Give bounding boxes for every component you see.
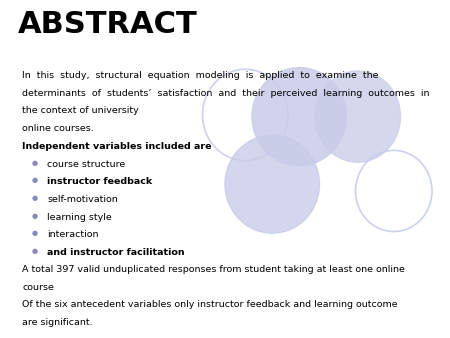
- Text: instructor feedback: instructor feedback: [47, 177, 153, 187]
- Text: the context of university: the context of university: [22, 106, 139, 115]
- Text: Independent variables included are: Independent variables included are: [22, 142, 212, 151]
- Text: A total 397 valid unduplicated responses from student taking at least one online: A total 397 valid unduplicated responses…: [22, 265, 405, 274]
- Text: ●: ●: [32, 160, 38, 166]
- Text: are significant.: are significant.: [22, 318, 93, 327]
- Text: course structure: course structure: [47, 160, 126, 169]
- Text: ●: ●: [32, 177, 38, 184]
- Text: ●: ●: [32, 195, 38, 201]
- Text: Of the six antecedent variables only instructor feedback and learning outcome: Of the six antecedent variables only ins…: [22, 300, 398, 310]
- Ellipse shape: [315, 71, 400, 162]
- Text: ●: ●: [32, 213, 38, 219]
- Text: ABSTRACT: ABSTRACT: [18, 10, 198, 39]
- Text: learning style: learning style: [47, 213, 112, 222]
- Text: determinants  of  students’  satisfaction  and  their  perceived  learning  outc: determinants of students’ satisfaction a…: [22, 89, 430, 98]
- Text: and instructor facilitation: and instructor facilitation: [47, 248, 185, 257]
- Text: course: course: [22, 283, 54, 292]
- Ellipse shape: [225, 135, 320, 233]
- Text: ●: ●: [32, 248, 38, 254]
- Text: ●: ●: [32, 230, 38, 236]
- Text: online courses.: online courses.: [22, 124, 94, 133]
- Ellipse shape: [252, 68, 346, 166]
- Text: self-motivation: self-motivation: [47, 195, 118, 204]
- Text: In  this  study,  structural  equation  modeling  is  applied  to  examine  the: In this study, structural equation model…: [22, 71, 379, 80]
- Text: interaction: interaction: [47, 230, 99, 239]
